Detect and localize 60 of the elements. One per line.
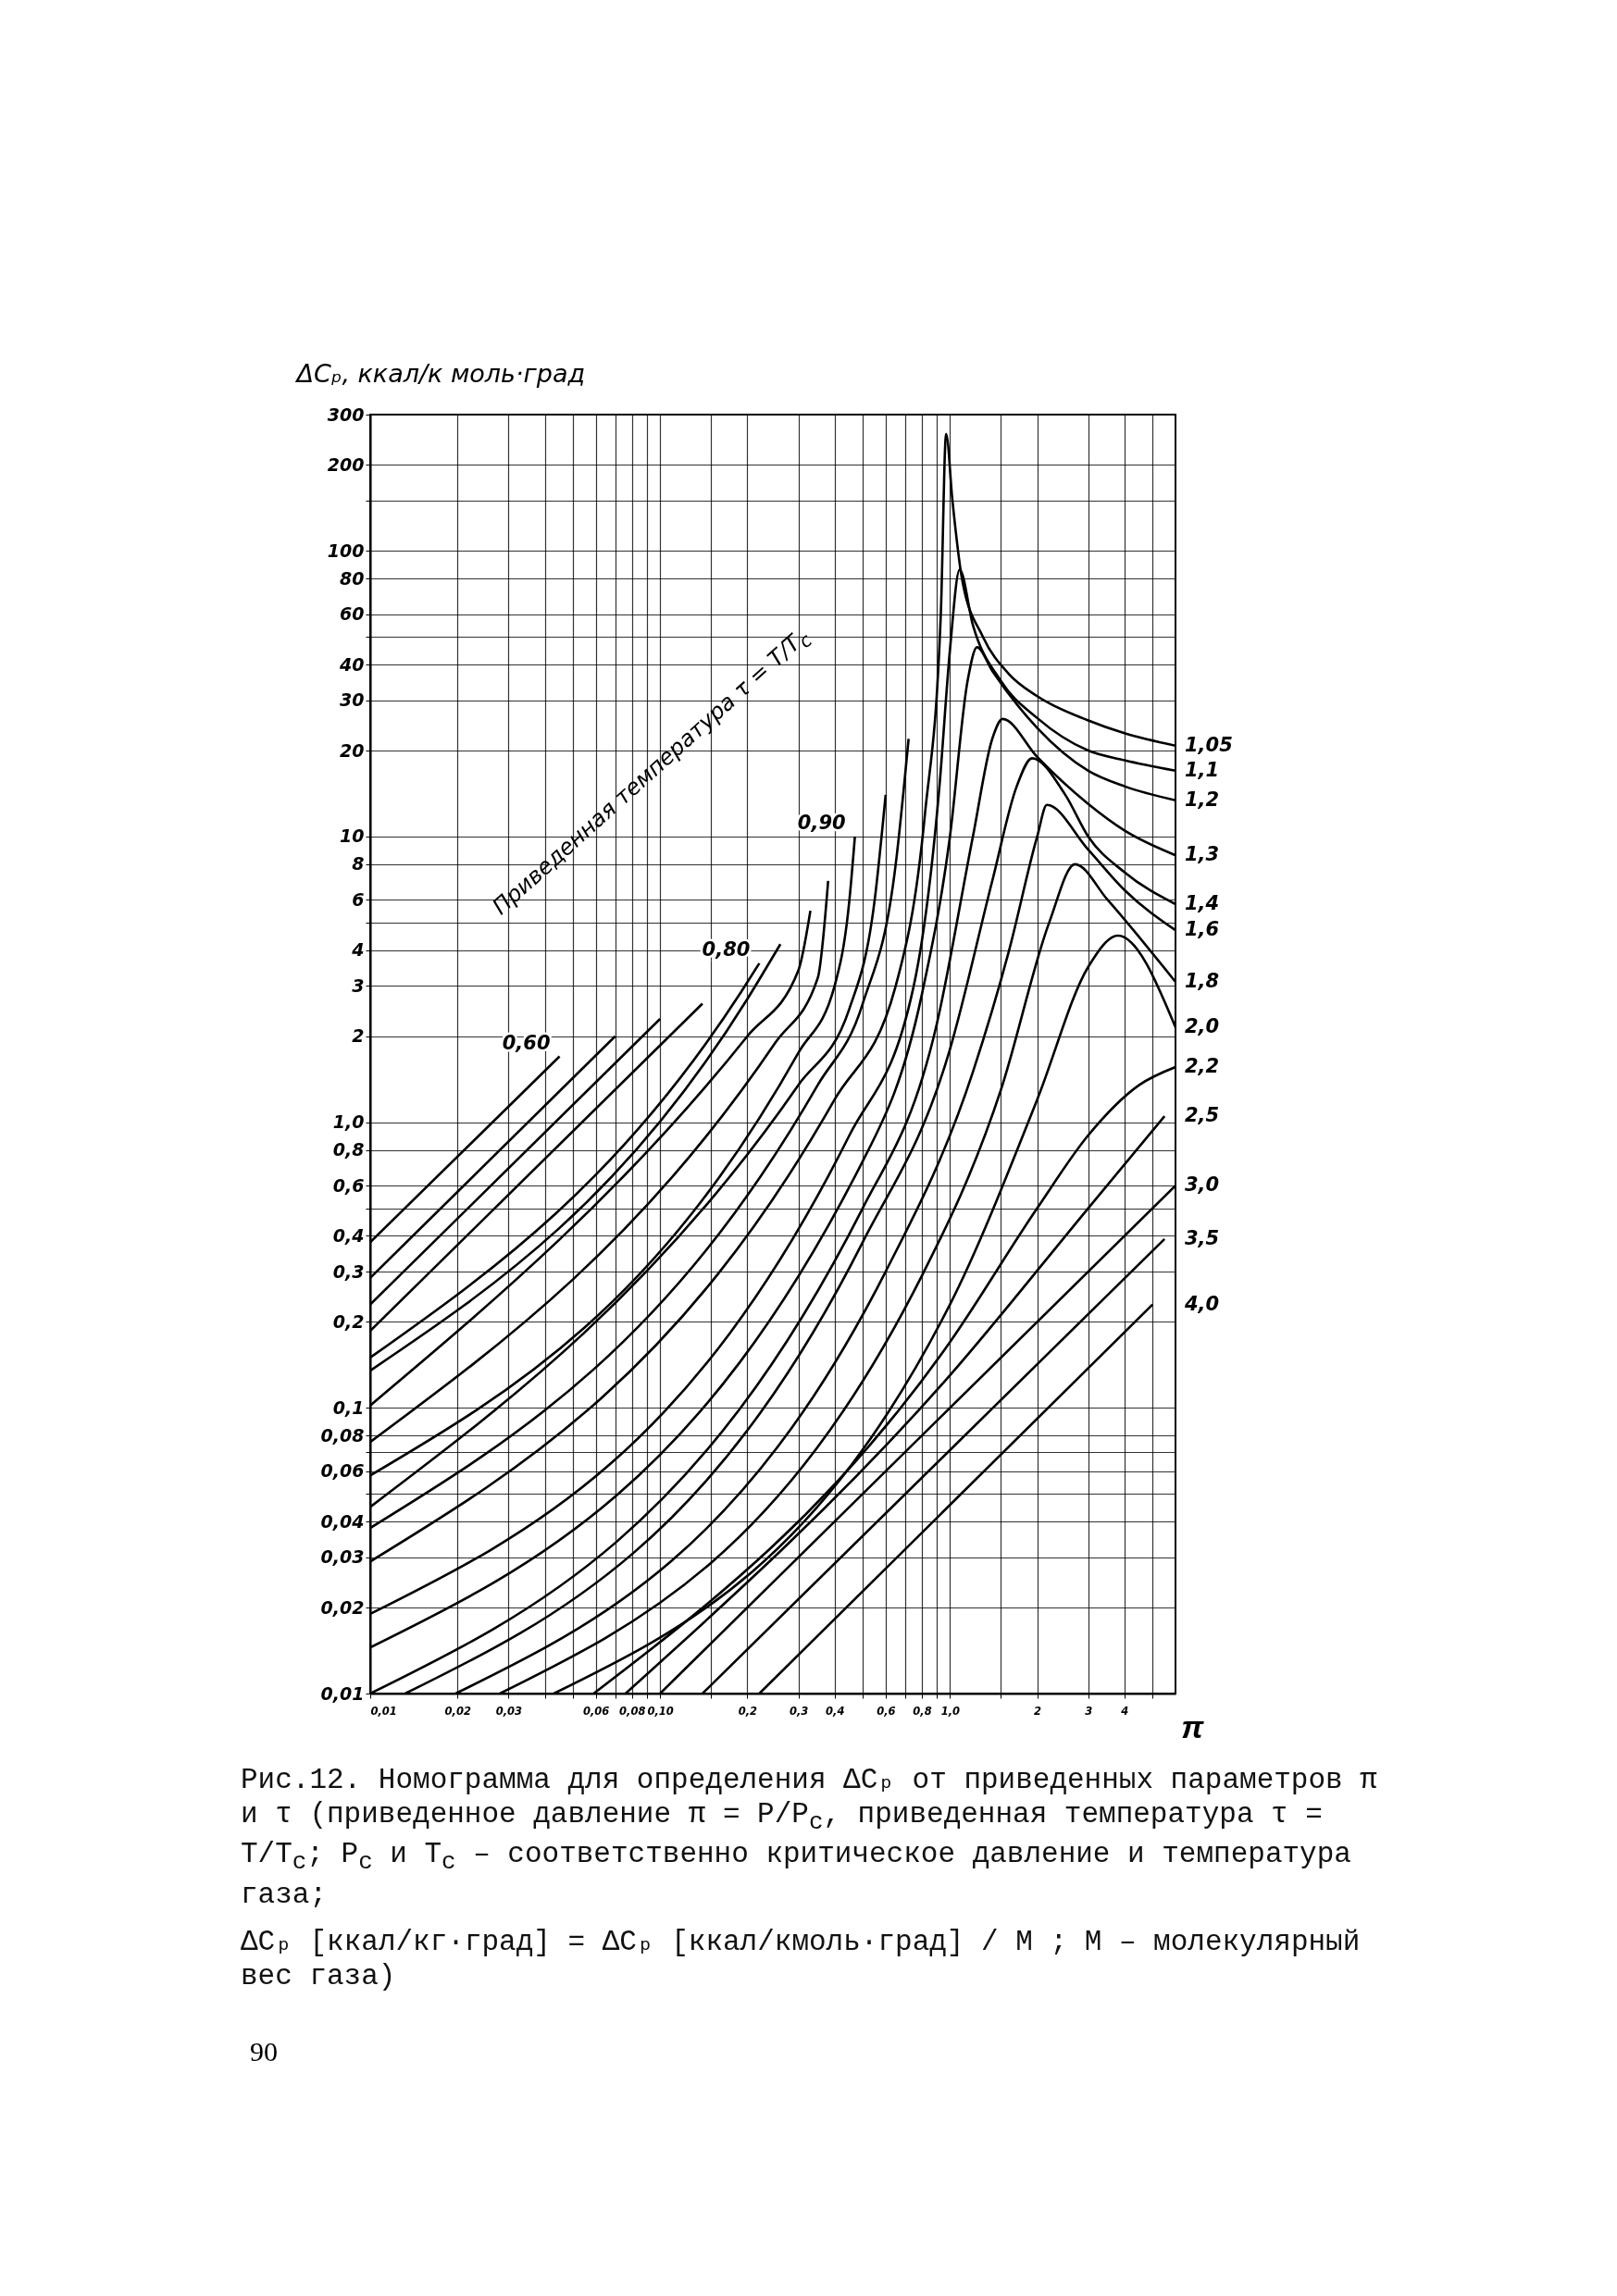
- series-label: 2,2: [1185, 1055, 1220, 1078]
- x-tick-label: 0,8: [913, 1704, 932, 1718]
- x-tick-label: 0,01: [370, 1704, 397, 1718]
- y-tick-label: 0,03: [320, 1546, 365, 1568]
- x-tick-label: 4: [1120, 1704, 1129, 1718]
- y-tick-label: 1,0: [332, 1111, 365, 1133]
- y-tick-label: 0,8: [332, 1139, 365, 1160]
- x-tick-label: 0,02: [444, 1704, 471, 1718]
- y-tick-label: 0,01: [320, 1682, 365, 1704]
- y-tick-label: 0,4: [332, 1224, 365, 1246]
- series-label: 1,6: [1185, 918, 1220, 941]
- text: ΔCₚ [ккал/кг·град] = ΔCₚ [ккал/кмоль·град] / M ; M – молекулярный вес газа): [241, 1924, 1362, 1994]
- series-label: 2,5: [1185, 1104, 1220, 1127]
- y-tick-label: 6: [352, 888, 365, 910]
- y-tick-label: 300: [327, 403, 365, 425]
- series-label: 2,0: [1185, 1015, 1220, 1038]
- x-tick-label: 1,0: [940, 1704, 960, 1718]
- y-tick-label: 200: [327, 453, 365, 475]
- series-label: 1,8: [1185, 969, 1220, 992]
- y-tick-label: 0,1: [332, 1396, 365, 1418]
- y-tick-label: 0,2: [332, 1310, 365, 1332]
- series-label: 1,3: [1185, 843, 1220, 866]
- y-tick-label: 40: [339, 653, 365, 675]
- x-tick-label: 0,3: [789, 1704, 809, 1718]
- x-tick-label: 3: [1085, 1704, 1093, 1718]
- y-tick-label: 0,04: [320, 1510, 365, 1532]
- y-tick-label: 10: [340, 825, 365, 847]
- x-tick-label: 0,4: [826, 1704, 845, 1718]
- y-tick-label: 60: [340, 603, 365, 625]
- series-label: 3,5: [1185, 1226, 1220, 1249]
- series-label: 1,1: [1185, 758, 1220, 781]
- y-tick-label: 0,3: [332, 1260, 365, 1282]
- y-tick-label: 0,06: [320, 1460, 365, 1482]
- x-tick-label: 0,06: [583, 1704, 610, 1718]
- x-axis-title: π: [1181, 1708, 1205, 1744]
- series-label: 3,0: [1185, 1173, 1220, 1197]
- series-label: 4,0: [1184, 1292, 1220, 1315]
- x-tick-label: 0,6: [877, 1704, 896, 1718]
- y-tick-label: 30: [340, 689, 365, 711]
- text: Рис.12. Номограмма для определения ΔCₚ от приведенных параметров π и τ (приведенное давление π = P/P$_{c}$, приведенная температура τ = T/T$_{c}$; P$_{c}$ и T$_{c}$ – соответственно критическое давление и температура газа;: [241, 1764, 1377, 1911]
- y-tick-label: 2: [352, 1025, 365, 1047]
- text: 90: [250, 2036, 278, 2067]
- y-tick-label: 3: [352, 974, 365, 996]
- x-tick-label: 0,10: [647, 1704, 674, 1718]
- y-tick-label: 8: [352, 853, 365, 875]
- y-tick-label: 0,08: [320, 1424, 365, 1446]
- x-tick-label: 2: [1034, 1704, 1042, 1718]
- x-tick-label: 0,2: [738, 1704, 758, 1718]
- y-tick-label: 4: [351, 939, 365, 961]
- x-tick-label: 0,08: [619, 1704, 646, 1718]
- y-tick-label: 0,02: [320, 1596, 365, 1618]
- series-label: 1,4: [1185, 891, 1220, 914]
- series-label: 1,05: [1185, 733, 1233, 756]
- y-tick-label: 100: [327, 540, 365, 561]
- y-tick-label: 0,6: [332, 1174, 365, 1196]
- x-tick-label: 0,03: [495, 1704, 523, 1718]
- y-tick-label: 80: [340, 567, 365, 589]
- y-axis-title: ΔCₚ, ккал/к моль·град: [294, 358, 586, 388]
- y-tick-label: 20: [340, 739, 365, 761]
- series-label: 1,2: [1185, 788, 1220, 811]
